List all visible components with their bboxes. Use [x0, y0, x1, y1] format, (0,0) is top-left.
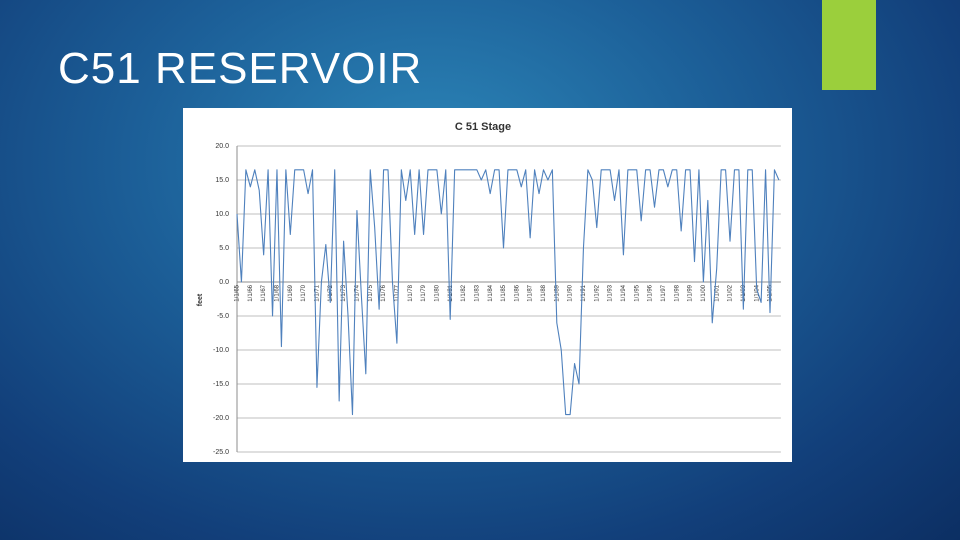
y-tick-label: -5.0: [217, 313, 229, 320]
x-tick-label: 1/1/88: [541, 284, 547, 301]
chart-title: C 51 Stage: [455, 121, 511, 133]
x-tick-label: 1/1/69: [288, 284, 294, 301]
x-tick-label: 1/1/86: [514, 284, 520, 301]
y-tick-label: 5.0: [219, 245, 229, 252]
x-tick-label: 1/1/96: [648, 284, 654, 301]
x-tick-label: 1/1/80: [434, 284, 440, 301]
x-tick-label: 1/1/79: [421, 284, 427, 301]
y-tick-label: -10.0: [213, 347, 229, 354]
y-tick-label: 20.0: [215, 143, 229, 150]
x-tick-label: 1/1/68: [275, 284, 281, 301]
x-tick-label: 1/1/92: [594, 284, 600, 301]
x-tick-label: 1/1/95: [634, 284, 640, 301]
y-tick-label: 10.0: [215, 211, 229, 218]
chart-panel: C 51 Stage feet 20.0 15.0 10.0 5.0 0.0 -5.0 -1…: [183, 108, 792, 462]
x-tick-label: 1/1/99: [688, 284, 694, 301]
data-line: [236, 169, 780, 416]
x-tick-label: 1/1/66: [248, 284, 254, 301]
x-tick-label: 1/1/90: [568, 284, 574, 301]
x-tick-label: 1/1/77: [394, 284, 400, 301]
x-tick-label: 1/1/74: [355, 284, 361, 301]
x-tick-label: 1/1/67: [261, 284, 267, 301]
x-tick-label: 1/1/01: [714, 284, 720, 301]
x-tick-label: 1/1/84: [488, 284, 494, 301]
y-tick-label: -15.0: [213, 381, 229, 388]
x-tick-label: 1/1/70: [301, 284, 307, 301]
y-tick-label: 15.0: [215, 177, 229, 184]
y-tick-label: -20.0: [213, 415, 229, 422]
x-tick-label: 1/1/97: [661, 284, 667, 301]
y-axis-label: feet: [197, 293, 204, 306]
x-tick-label: 1/1/94: [621, 284, 627, 301]
x-tick-label: 1/1/65: [235, 284, 241, 301]
x-tick-label: 1/1/73: [341, 284, 347, 301]
slide-title: C51 RESERVOIR: [58, 44, 423, 93]
y-tick-label: -25.0: [213, 449, 229, 456]
x-tick-label: 1/1/93: [608, 284, 614, 301]
x-tick-label: 1/1/75: [368, 284, 374, 301]
x-tick-label: 1/1/91: [581, 284, 587, 301]
x-tick-label: 1/1/04: [754, 284, 760, 301]
x-tick-label: 1/1/83: [474, 284, 480, 301]
x-tick-label: 1/1/02: [728, 284, 734, 301]
accent-bar: [822, 0, 876, 90]
x-tick-label: 1/1/71: [315, 284, 321, 301]
x-tick-label: 1/1/87: [528, 284, 534, 301]
x-tick-label: 1/1/78: [408, 284, 414, 301]
x-tick-label: 1/1/85: [501, 284, 507, 301]
x-tick-label: 1/1/82: [461, 284, 467, 301]
y-tick-label: 0.0: [219, 279, 229, 286]
x-tick-label: 1/1/89: [554, 284, 560, 301]
x-tick-label: 1/1/00: [701, 284, 707, 301]
x-tick-label: 1/1/76: [381, 284, 387, 301]
chart: C 51 Stage feet 20.0 15.0 10.0 5.0 0.0 -5.0 -1…: [197, 121, 781, 456]
x-tick-label: 1/1/98: [674, 284, 680, 301]
